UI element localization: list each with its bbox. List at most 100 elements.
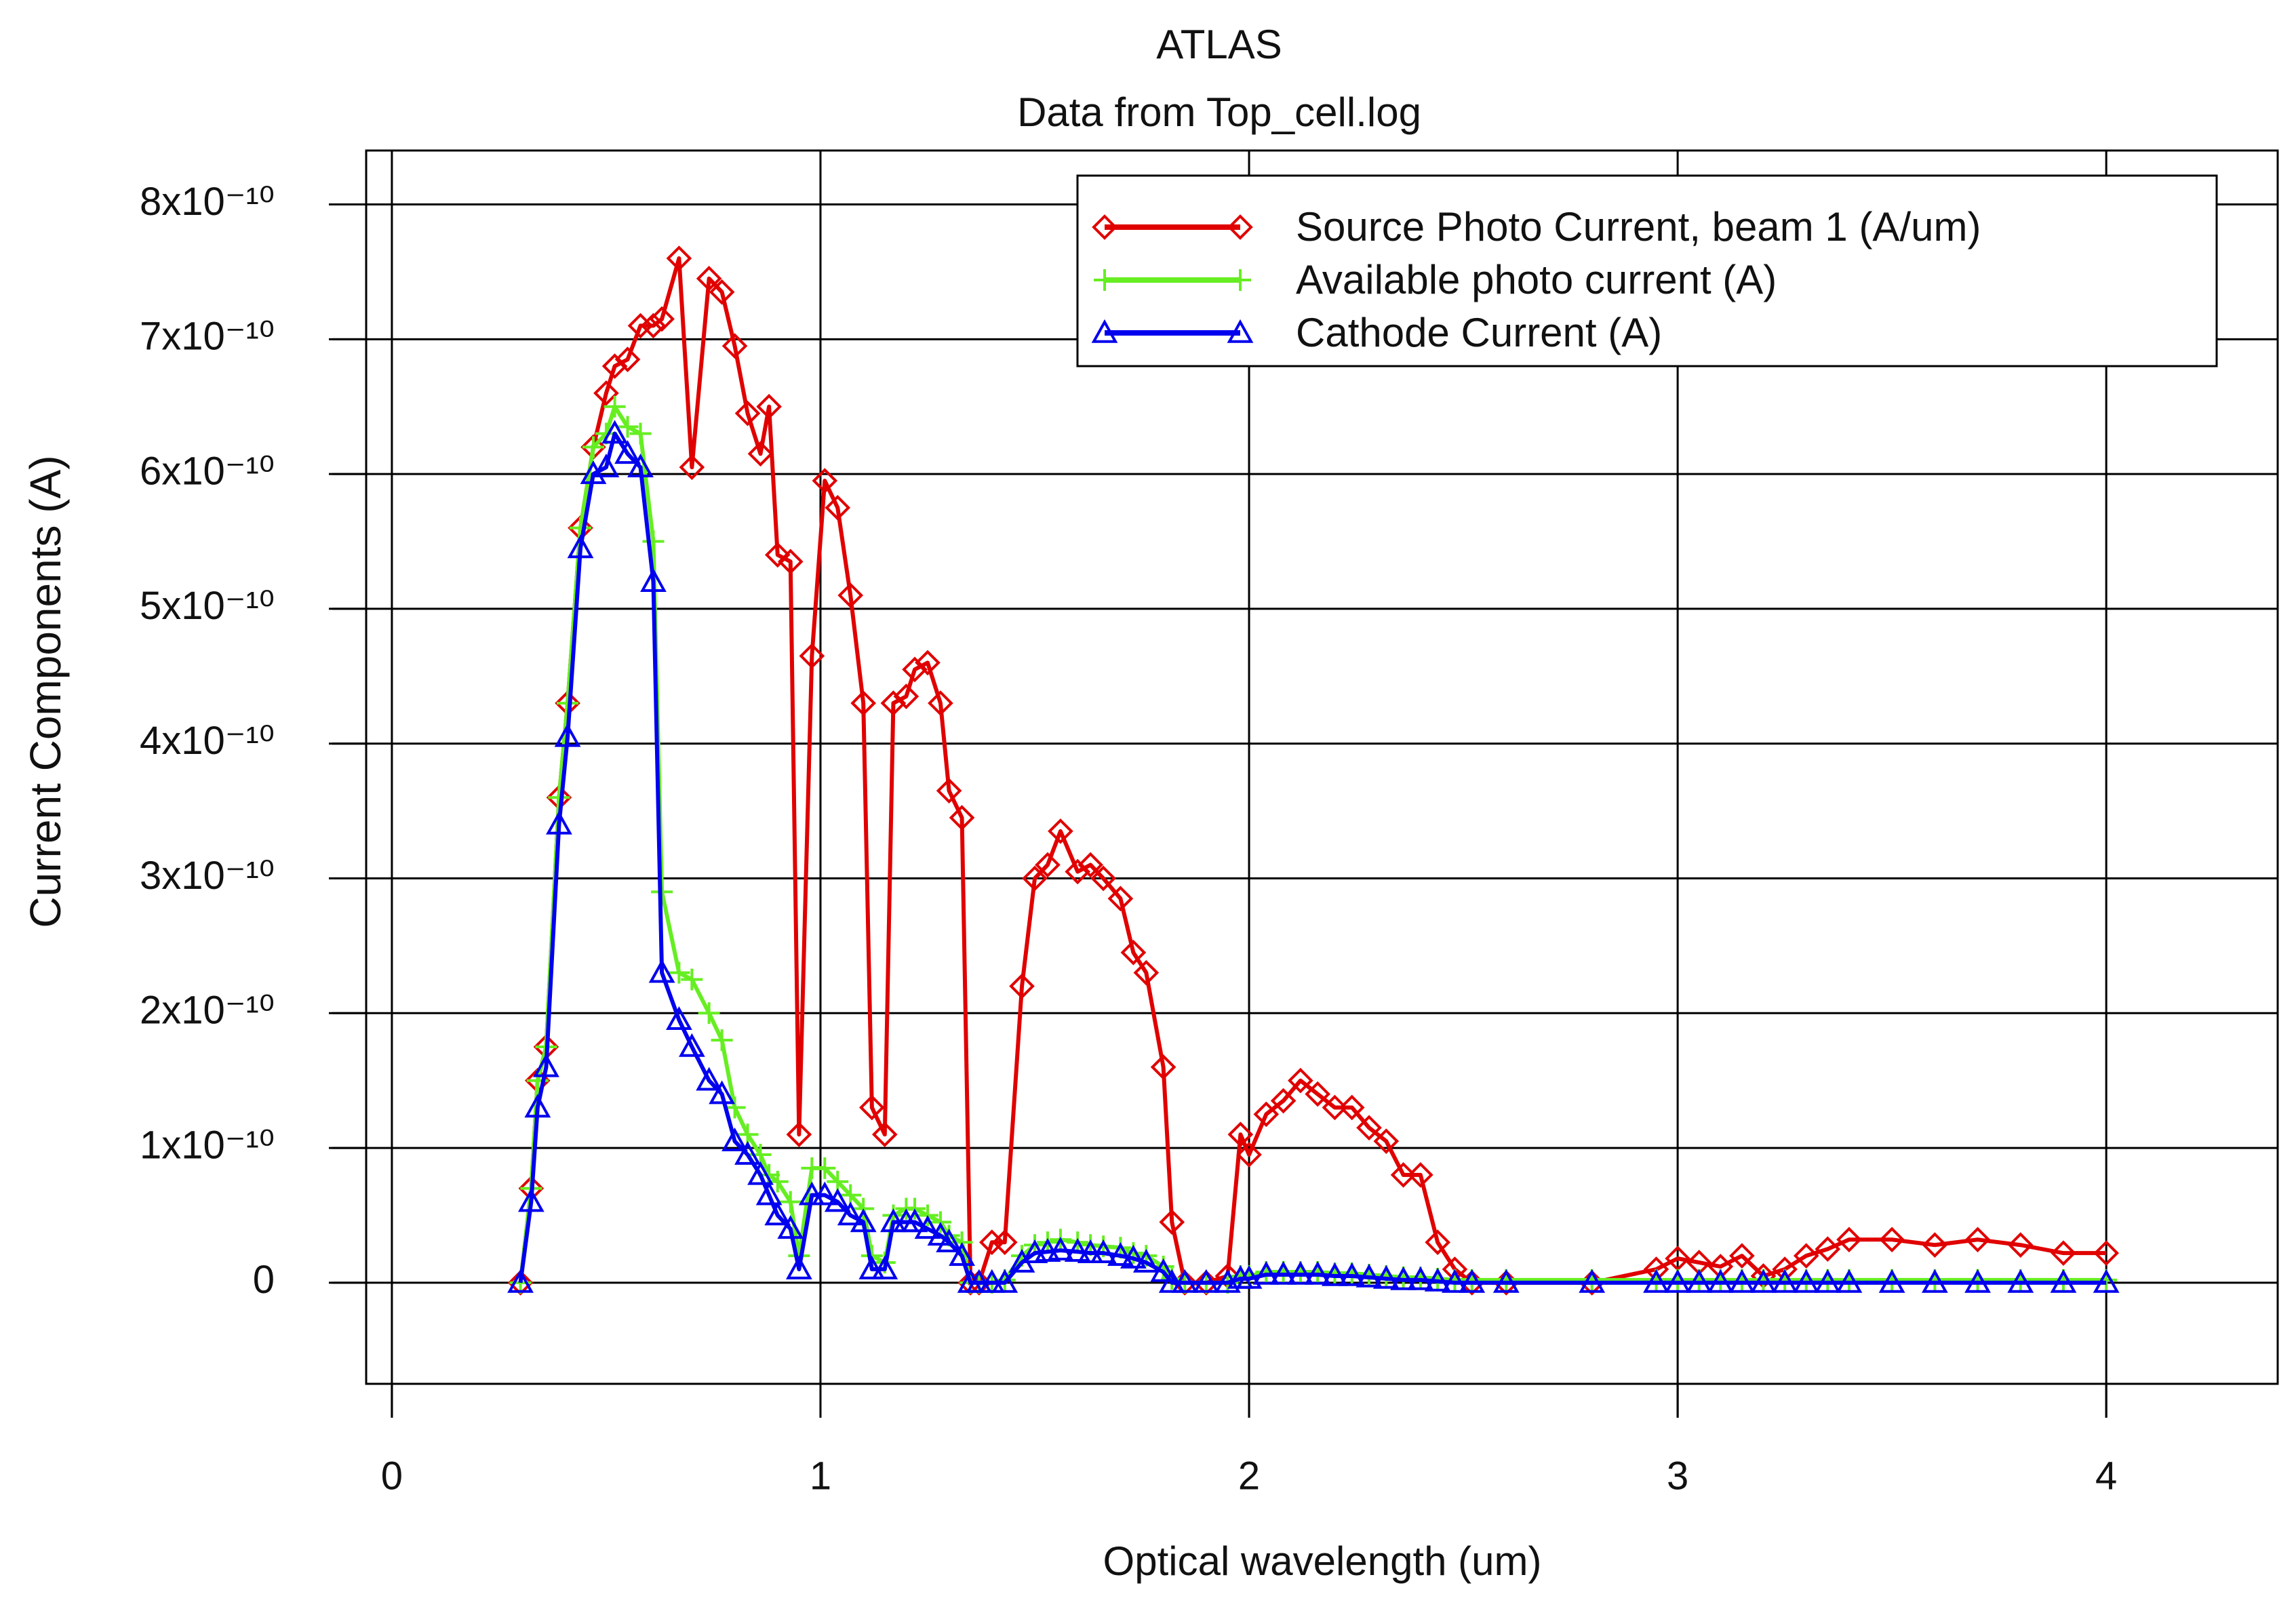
marker xyxy=(1322,1094,1348,1121)
x-axis-label: Optical wavelength (um) xyxy=(1103,1538,1542,1584)
marker xyxy=(1270,1088,1297,1114)
marker xyxy=(1814,1269,1841,1293)
marker xyxy=(1355,1263,1383,1288)
marker xyxy=(798,1181,825,1206)
y-axis-label: Current Components (A) xyxy=(21,455,70,928)
marker xyxy=(679,454,705,481)
marker xyxy=(799,643,825,669)
marker xyxy=(893,683,919,709)
marker xyxy=(1964,1269,1991,1293)
marker xyxy=(859,1094,885,1121)
marker xyxy=(2007,1232,2034,1258)
marker xyxy=(1047,1237,1074,1260)
legend-marker xyxy=(1091,319,1118,343)
marker xyxy=(1107,885,1134,912)
marker xyxy=(524,1094,551,1118)
marker xyxy=(814,1157,836,1179)
marker xyxy=(1227,1121,1254,1148)
marker xyxy=(1878,1269,1905,1293)
marker xyxy=(1492,1269,1520,1293)
marker xyxy=(764,542,791,568)
marker xyxy=(1159,1209,1185,1235)
marker xyxy=(642,530,665,553)
marker xyxy=(936,1229,963,1253)
marker xyxy=(678,1033,705,1057)
marker xyxy=(1065,858,1091,885)
series-line xyxy=(518,404,2107,1285)
x-tick-label: 3 xyxy=(1667,1454,1688,1498)
marker xyxy=(614,346,641,372)
marker xyxy=(648,959,675,983)
marker xyxy=(1390,1162,1417,1188)
marker xyxy=(747,1161,774,1185)
marker xyxy=(880,690,907,716)
marker xyxy=(1815,1236,1841,1262)
marker xyxy=(698,1002,720,1024)
legend-marker xyxy=(1094,269,1115,291)
marker xyxy=(915,650,941,676)
marker xyxy=(1064,1238,1091,1262)
marker xyxy=(580,460,607,484)
marker xyxy=(1304,1260,1331,1285)
marker xyxy=(1372,1264,1400,1289)
y-tick-label: 0 xyxy=(253,1258,275,1302)
plot-frame xyxy=(365,149,2279,1385)
marker xyxy=(978,1269,1006,1293)
marker xyxy=(709,279,735,305)
marker xyxy=(1158,1269,1185,1293)
marker xyxy=(666,245,692,271)
marker xyxy=(837,582,864,608)
marker xyxy=(554,723,581,747)
marker xyxy=(1686,1250,1712,1275)
marker xyxy=(1132,1248,1160,1273)
series-line xyxy=(518,431,2107,1285)
marker xyxy=(902,656,928,683)
marker xyxy=(747,441,774,467)
marker xyxy=(1373,1128,1400,1154)
marker xyxy=(1442,1269,1468,1293)
marker xyxy=(1408,1162,1433,1188)
marker xyxy=(777,549,804,575)
marker xyxy=(871,1255,898,1279)
marker xyxy=(1339,1262,1366,1286)
marker xyxy=(1390,1266,1417,1290)
marker xyxy=(734,400,761,426)
marker xyxy=(1090,1239,1117,1263)
marker xyxy=(966,1269,993,1293)
marker xyxy=(785,1255,812,1279)
marker xyxy=(721,1128,748,1151)
marker xyxy=(1643,1269,1669,1293)
marker xyxy=(546,810,572,835)
marker xyxy=(914,1215,941,1239)
marker xyxy=(1707,1254,1734,1279)
marker xyxy=(1750,1269,1777,1293)
marker xyxy=(603,395,626,418)
marker xyxy=(507,1269,534,1293)
marker xyxy=(1793,1243,1819,1269)
marker xyxy=(1048,818,1073,844)
marker xyxy=(2093,1240,2119,1266)
marker xyxy=(593,380,619,406)
marker xyxy=(1120,1245,1147,1269)
marker xyxy=(711,1029,733,1052)
marker xyxy=(786,1121,812,1148)
marker xyxy=(2051,1240,2076,1266)
legend-marker xyxy=(1229,269,1251,291)
marker xyxy=(582,436,604,458)
marker xyxy=(1120,940,1147,965)
marker xyxy=(555,690,580,716)
marker xyxy=(1686,1269,1713,1293)
marker xyxy=(1171,1269,1198,1293)
marker xyxy=(1921,1269,1948,1293)
marker xyxy=(601,420,628,444)
marker xyxy=(824,1188,851,1212)
marker xyxy=(901,1208,928,1233)
y-tick-label: 7x10⁻¹⁰ xyxy=(140,315,275,359)
marker xyxy=(1836,1227,1862,1253)
marker xyxy=(880,1208,907,1233)
marker xyxy=(517,1188,545,1212)
marker xyxy=(696,266,722,292)
marker xyxy=(1707,1269,1734,1293)
marker xyxy=(627,313,654,339)
